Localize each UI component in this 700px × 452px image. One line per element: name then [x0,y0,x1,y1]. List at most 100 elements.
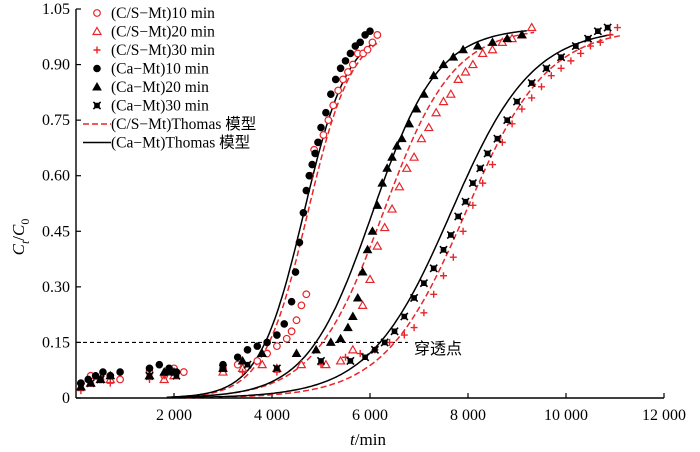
data-point [409,151,420,161]
data-point [439,245,448,254]
data-point [428,70,439,80]
data-point [583,34,593,43]
data-point [438,59,449,69]
data-point [423,122,434,132]
data-point [458,44,468,54]
data-point [487,37,498,46]
data-point [145,364,154,373]
legend-marker [91,26,103,36]
data-point [446,230,456,240]
data-point [360,353,370,362]
data-point [314,138,322,147]
data-point [557,64,565,72]
legend-label: (C/S−Mt)Thomas 模型 [111,115,256,133]
y-axis-title: Ct/C0 [9,219,32,256]
data-point [356,350,364,358]
legend-label: (Ca−Mt)20 min [111,79,209,96]
data-point [253,342,262,350]
data-point [327,90,335,99]
data-point [145,371,154,380]
data-point [448,52,459,61]
data-point [419,278,429,288]
data-point [454,212,463,221]
data-point [387,152,397,161]
data-point [440,272,447,280]
data-point [296,359,307,369]
cs-mt-thomas-curve-3 [186,35,621,399]
data-point [449,253,457,261]
data-point [297,301,306,310]
data-point [392,141,402,150]
data-point [373,31,382,39]
data-point [343,322,353,332]
data-point [542,64,551,73]
data-point [429,264,438,273]
data-point [372,200,383,209]
cs-mt-thomas-curve-1 [166,40,381,399]
y-tick-label: 0.90 [42,57,70,74]
data-point [479,179,487,187]
data-point [538,83,545,91]
data-point [257,359,268,369]
data-point [528,94,536,102]
legend-label: (Ca−Mt)10 min [111,61,209,78]
legend-label: (C/S−Mt)10 min [111,5,215,22]
data-point [377,178,388,187]
data-point [577,49,585,57]
data-point [527,78,536,88]
data-point [517,29,527,39]
data-point [308,160,316,169]
data-point [382,163,393,172]
data-point [116,368,124,376]
data-point [99,368,107,376]
data-point [467,59,478,69]
data-point [305,171,314,180]
data-point [587,42,594,50]
data-point [419,89,429,98]
data-point [316,356,326,366]
data-point [606,31,614,39]
data-point [218,364,228,373]
data-point [368,38,377,47]
data-point [356,38,365,47]
data-point [282,334,291,343]
legend-item-8: (Ca−Mt)Thomas 模型 [83,134,250,152]
data-point [299,208,308,217]
y-tick-label: 0 [62,390,70,407]
legend-item-5: (Ca−Mt)20 min [92,79,209,96]
breakthrough-label: 穿透点 [414,339,462,358]
data-point [116,375,124,384]
y-tick-label: 0.30 [42,279,70,296]
data-point [336,64,345,73]
legend-label: (C/S−Mt)20 min [111,24,215,41]
data-point [239,368,247,376]
data-point [243,346,252,354]
data-point [329,101,338,110]
y-tick-label: 0.15 [42,334,70,351]
data-point [411,104,422,113]
data-point [445,89,456,98]
x-axis-title: t/min [350,430,386,449]
data-point [76,382,86,392]
data-point [342,353,349,361]
data-point [243,360,252,369]
data-point [400,312,409,321]
data-point [459,227,467,235]
data-point [453,74,464,83]
data-point [370,345,380,355]
data-point [317,123,325,132]
data-point [311,149,319,158]
x-tick-label: 12 000 [642,407,686,424]
data-point [367,226,378,235]
data-point [404,118,415,128]
data-point [335,355,346,365]
data-point [526,22,537,32]
y-tick-label: 0.45 [42,223,70,240]
data-point [344,68,352,76]
data-point [460,66,471,76]
data-point [498,138,506,146]
data-point [292,316,301,325]
data-point [322,108,330,117]
data-point [461,197,470,206]
